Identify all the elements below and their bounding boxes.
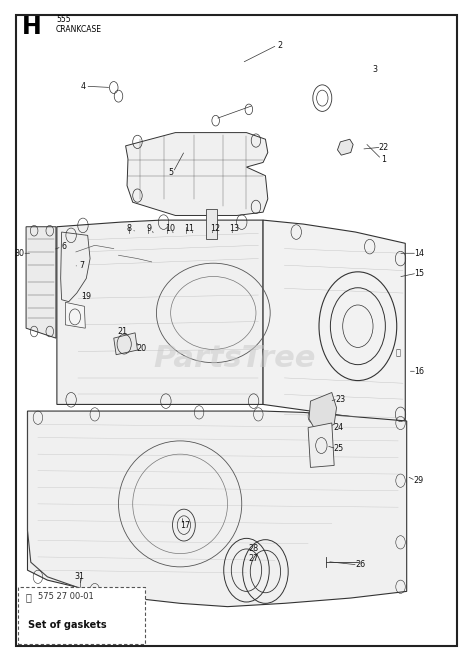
Text: PartsTree: PartsTree <box>154 343 316 373</box>
Text: 9: 9 <box>147 224 152 233</box>
Text: 26: 26 <box>355 560 365 570</box>
Text: 24: 24 <box>334 423 344 432</box>
Polygon shape <box>337 139 353 155</box>
Polygon shape <box>26 227 56 338</box>
Polygon shape <box>61 232 90 302</box>
Text: 5: 5 <box>168 168 173 177</box>
Text: 13: 13 <box>229 224 240 233</box>
Text: 7: 7 <box>79 261 84 270</box>
Polygon shape <box>126 133 268 215</box>
Polygon shape <box>65 302 85 328</box>
Text: 8: 8 <box>127 224 132 233</box>
Text: 10: 10 <box>164 224 175 233</box>
Text: 23: 23 <box>335 394 346 404</box>
Polygon shape <box>263 220 405 424</box>
Text: 15: 15 <box>414 269 425 278</box>
Polygon shape <box>27 411 407 607</box>
Text: 555: 555 <box>56 15 71 25</box>
Polygon shape <box>308 423 334 467</box>
Text: 29: 29 <box>413 476 423 485</box>
Text: 3: 3 <box>372 65 377 74</box>
Text: 1: 1 <box>382 154 386 164</box>
FancyBboxPatch shape <box>18 587 145 644</box>
Text: 25: 25 <box>334 444 344 453</box>
Text: Ⓐ: Ⓐ <box>26 591 31 602</box>
Text: 31: 31 <box>74 572 85 581</box>
Text: 17: 17 <box>180 520 190 530</box>
Text: 14: 14 <box>414 249 425 258</box>
Text: 28: 28 <box>248 544 259 553</box>
Text: CRANKCASE: CRANKCASE <box>56 25 102 34</box>
Text: Set of gaskets: Set of gaskets <box>28 619 107 630</box>
Bar <box>206 209 217 239</box>
Text: 21: 21 <box>117 327 128 336</box>
Text: 27: 27 <box>248 554 259 563</box>
Text: 575 27 00-01: 575 27 00-01 <box>38 592 94 601</box>
Text: 16: 16 <box>414 367 425 376</box>
Text: 6: 6 <box>62 242 66 251</box>
Text: 19: 19 <box>81 292 91 301</box>
Text: 2: 2 <box>277 40 282 50</box>
Text: 30: 30 <box>15 249 25 258</box>
Text: 4: 4 <box>81 82 85 91</box>
Text: H: H <box>22 15 42 38</box>
Text: 20: 20 <box>136 343 146 353</box>
Text: 12: 12 <box>210 224 220 233</box>
Text: Ⓐ: Ⓐ <box>396 348 401 357</box>
Text: 11: 11 <box>184 224 195 233</box>
Polygon shape <box>114 333 137 355</box>
Polygon shape <box>57 220 263 404</box>
Polygon shape <box>309 392 337 432</box>
Text: 22: 22 <box>379 143 389 152</box>
